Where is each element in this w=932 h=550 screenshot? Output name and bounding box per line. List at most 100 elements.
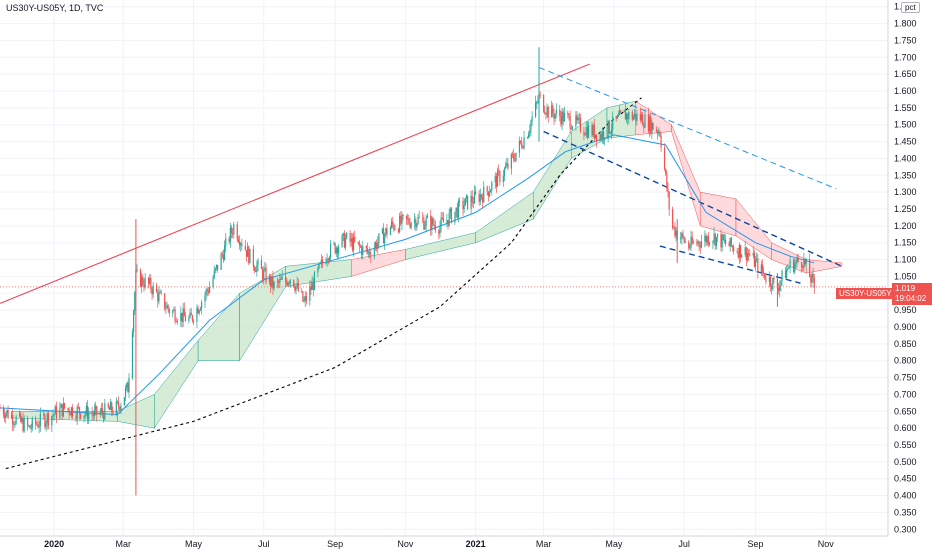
time-tick-label: Nov <box>397 539 414 549</box>
candle-body <box>86 405 89 420</box>
candle-body <box>450 208 453 223</box>
candle-body <box>617 115 620 117</box>
candle-body <box>659 132 661 137</box>
candle-body <box>731 245 734 248</box>
candle-body <box>351 238 354 251</box>
trendline <box>543 130 843 267</box>
candle-body <box>619 110 621 116</box>
candle-body <box>544 111 546 114</box>
candle-body <box>446 220 448 223</box>
candle-body <box>551 105 553 118</box>
candle-body <box>96 406 98 415</box>
candle-body <box>397 228 400 232</box>
candle-body <box>715 237 717 246</box>
candle-body <box>431 218 433 230</box>
candle-body <box>212 277 214 288</box>
candle-body <box>684 241 686 243</box>
candle-body <box>463 205 465 210</box>
candle-body <box>810 277 812 283</box>
candle-body <box>720 233 722 248</box>
cloud-segment <box>735 198 772 261</box>
candle-body <box>470 195 472 210</box>
candle-body <box>691 236 693 244</box>
candle-body <box>417 217 419 224</box>
candle-body <box>472 202 474 204</box>
candle-body <box>229 227 231 242</box>
candle-body <box>303 301 305 303</box>
candle-body <box>6 410 8 414</box>
candle-body <box>692 242 694 244</box>
candle-body <box>456 207 458 218</box>
candle-body <box>667 189 669 193</box>
candle-body <box>672 209 674 228</box>
candle-body <box>539 94 541 96</box>
candle-body <box>674 226 676 236</box>
candle-body <box>666 173 668 190</box>
candle-body <box>712 241 714 243</box>
candle-body <box>804 258 806 264</box>
candle-body <box>536 101 538 103</box>
candle-body <box>729 237 731 247</box>
candle-body <box>288 282 290 284</box>
candle-body <box>319 262 321 264</box>
candle-body <box>88 413 90 420</box>
candle-body <box>12 414 14 425</box>
candle-body <box>760 264 762 273</box>
candle-body <box>457 200 459 218</box>
candle-body <box>515 152 517 161</box>
candle-body <box>301 291 303 293</box>
time-tick-label: 2020 <box>44 539 64 549</box>
price-tick-label: 1.650 <box>894 69 917 79</box>
candle-body <box>2 408 5 415</box>
candle-body <box>401 214 403 224</box>
candle-body <box>432 218 434 225</box>
candle-body <box>473 191 476 204</box>
candle-body <box>377 242 379 249</box>
candle-body <box>69 413 71 416</box>
candle-body <box>475 191 477 194</box>
price-tick-label: 1.150 <box>894 238 917 248</box>
candle-body <box>584 134 586 136</box>
candle-body <box>338 246 340 254</box>
candle-body <box>341 235 343 247</box>
candle-body <box>144 277 146 288</box>
candle-body <box>190 312 192 316</box>
price-tick-label: 0.900 <box>894 322 917 332</box>
candle-body <box>46 413 48 424</box>
candle-body <box>205 289 207 296</box>
candle-body <box>318 263 320 269</box>
last-price-value: 1.019 <box>895 284 916 293</box>
candle-body <box>109 402 112 410</box>
candle-body <box>620 110 622 113</box>
candle-body <box>657 131 659 134</box>
candle-body <box>207 291 210 293</box>
candle-body <box>45 423 47 428</box>
candle-body <box>191 315 193 321</box>
candle-body <box>127 383 129 393</box>
candle-body <box>59 407 61 419</box>
candle-body <box>652 122 654 130</box>
candle-body <box>366 248 369 253</box>
candle-body <box>505 166 507 169</box>
candle-body <box>394 228 396 230</box>
candle-body <box>507 163 509 169</box>
unit-badge[interactable]: pct <box>901 2 920 13</box>
price-tick-label: 0.850 <box>894 339 917 349</box>
candle-body <box>696 242 698 244</box>
candle-body <box>634 113 636 117</box>
candle-body <box>745 247 747 261</box>
candle-body <box>157 292 159 302</box>
candle-body <box>781 270 783 281</box>
candle-body <box>151 289 153 295</box>
candle-body <box>93 409 96 416</box>
candle-body <box>741 254 743 258</box>
candle-body <box>713 233 715 242</box>
candle-body <box>644 114 646 128</box>
candle-body <box>305 296 307 301</box>
candle-body <box>289 279 291 284</box>
candle-body <box>805 259 807 264</box>
candle-body <box>586 127 588 138</box>
candles <box>0 47 815 496</box>
candle-body <box>738 244 741 258</box>
